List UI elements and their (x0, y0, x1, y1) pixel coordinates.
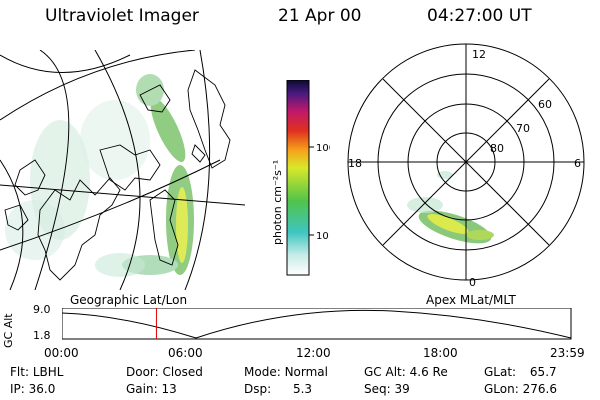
info-gc-alt: GC Alt: 4.6 Re (364, 365, 448, 379)
altitude-ytick-min: 1.8 (33, 329, 51, 342)
colorbar-tick-100: 100 (316, 143, 330, 154)
apex-panel-label: Apex MLat/MLT (426, 293, 516, 307)
instrument-title: Ultraviolet Imager (45, 6, 199, 26)
info-glat: GLat: 65.7 (484, 365, 557, 379)
polar-mlat-mlt-plot: 12 18 6 0 60 70 80 (347, 43, 585, 289)
info-seq: Seq: 39 (364, 382, 410, 396)
altitude-xtick-0000: 00:00 (44, 346, 79, 360)
colorbar: 100 10 photon cm⁻²s⁻¹ (271, 80, 330, 276)
altitude-ylabel: GC Alt (2, 313, 15, 348)
colorbar-unit-label: photon cm⁻²s⁻¹ (271, 160, 284, 245)
lat-label-60: 60 (538, 98, 552, 111)
mlt-label-12: 12 (472, 48, 486, 61)
info-ip: IP: 36.0 (10, 382, 56, 396)
altitude-xtick-1200: 12:00 (296, 346, 331, 360)
geographic-auroral-image (0, 50, 246, 290)
altitude-plot (62, 308, 572, 340)
colorbar-tick-10: 10 (316, 231, 329, 242)
lat-label-70: 70 (516, 122, 530, 135)
altitude-xtick-2359: 23:59 (550, 346, 585, 360)
info-glon: GLon: 276.6 (484, 382, 557, 396)
mlt-label-6: 6 (574, 157, 581, 170)
time-label: 04:27:00 UT (427, 6, 532, 26)
geographic-panel-label: Geographic Lat/Lon (70, 293, 188, 307)
info-mode: Mode: Normal (244, 365, 328, 379)
date-label: 21 Apr 00 (278, 6, 362, 26)
mlt-label-0: 0 (469, 276, 476, 289)
info-gain: Gain: 13 (126, 382, 177, 396)
lat-label-80: 80 (490, 142, 504, 155)
info-door: Door: Closed (126, 365, 203, 379)
info-flt: Flt: LBHL (10, 365, 64, 379)
altitude-ytick-max: 9.0 (33, 303, 51, 316)
info-dsp: Dsp: 5.3 (244, 382, 313, 396)
mlt-label-18: 18 (348, 157, 362, 170)
altitude-xtick-0600: 06:00 (168, 346, 203, 360)
altitude-xtick-1800: 18:00 (423, 346, 458, 360)
